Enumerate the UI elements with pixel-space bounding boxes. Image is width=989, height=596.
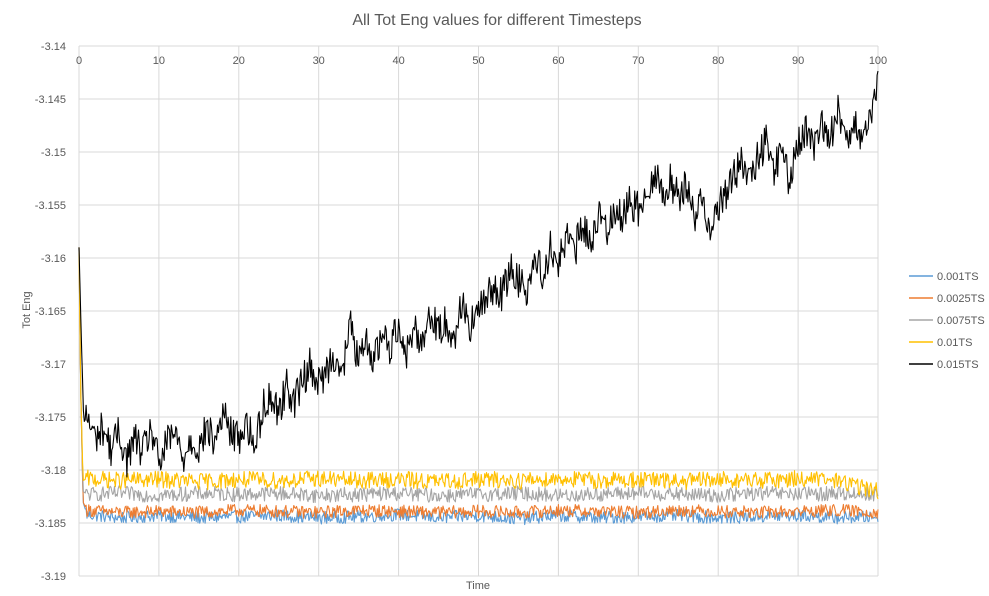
y-tick-label: -3.175 [35,412,66,424]
x-tick-label: 30 [313,55,325,67]
series-line-0-001ts [78,247,879,526]
x-tick-label: 100 [869,55,887,67]
y-tick-label: -3.145 [35,94,66,106]
series-line-0-015ts [78,70,879,478]
y-tick-label: -3.155 [35,200,66,212]
y-tick-label: -3.19 [41,571,66,583]
x-axis-title: Time [466,580,490,592]
x-tick-label: 50 [472,55,484,67]
y-tick-label: -3.18 [41,465,66,477]
chart-title: All Tot Eng values for different Timeste… [352,12,641,29]
y-tick-label: -3.165 [35,306,66,318]
x-tick-label: 40 [392,55,404,67]
series-line-0-01ts [78,247,879,500]
x-tick-label: 10 [153,55,165,67]
y-tick-label: -3.185 [35,518,66,530]
legend-label: 0.001TS [937,271,979,283]
x-tick-label: 80 [712,55,724,67]
series-line-0-0075ts [78,247,879,504]
y-tick-label: -3.16 [41,253,66,265]
y-axis-title: Tot Eng [21,291,33,328]
x-tick-label: 20 [233,55,245,67]
legend: 0.001TS 0.0025TS 0.0075TS 0.01TS 0.015TS [909,271,985,371]
y-tick-label: -3.14 [41,41,66,53]
y-axis-ticks: -3.14 -3.145 -3.15 -3.155 -3.16 -3.165 -3.17 -3… [35,41,66,583]
legend-label: 0.0075TS [937,315,985,327]
series-line-0-0025ts [78,247,879,520]
legend-label: 0.01TS [937,337,972,349]
x-tick-label: 60 [552,55,564,67]
x-axis-ticks: 0 10 20 30 40 50 60 70 80 90 100 [76,55,887,67]
x-tick-label: 70 [632,55,644,67]
grid [78,45,879,577]
series-lines [78,70,879,526]
legend-label: 0.015TS [937,359,979,371]
x-tick-label: 90 [792,55,804,67]
x-tick-label: 0 [76,55,82,67]
legend-label: 0.0025TS [937,293,985,305]
y-tick-label: -3.15 [41,147,66,159]
y-tick-label: -3.17 [41,359,66,371]
